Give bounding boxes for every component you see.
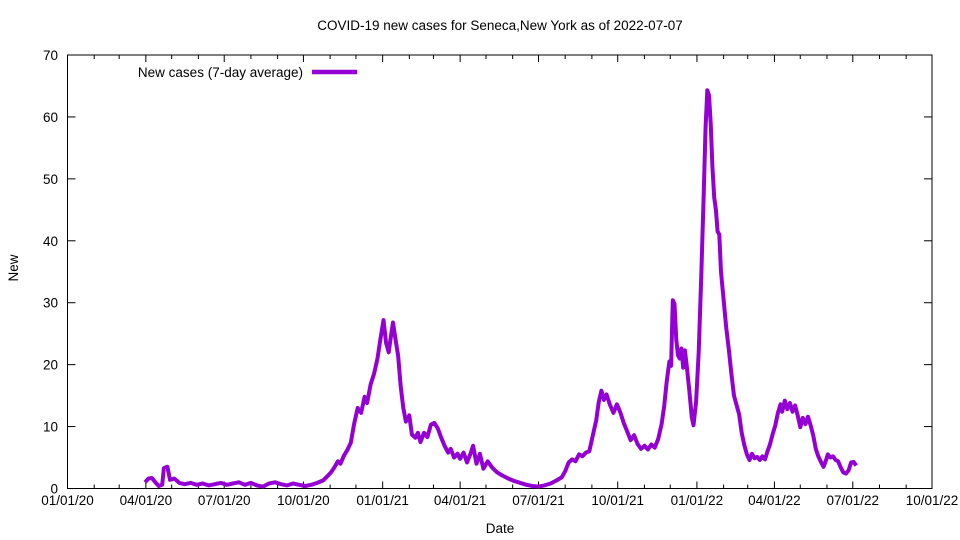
- svg-text:04/01/22: 04/01/22: [748, 493, 801, 508]
- svg-text:10: 10: [43, 420, 58, 435]
- svg-text:07/01/20: 07/01/20: [198, 493, 251, 508]
- y-axis-label: New: [6, 254, 21, 281]
- svg-text:10/01/20: 10/01/20: [277, 493, 330, 508]
- legend: New cases (7-day average): [138, 65, 357, 80]
- svg-text:07/01/22: 07/01/22: [827, 493, 880, 508]
- svg-text:04/01/20: 04/01/20: [120, 493, 173, 508]
- svg-text:50: 50: [43, 172, 58, 187]
- svg-text:40: 40: [43, 234, 58, 249]
- y-tick-labels: 0 10 20 30 40 50 60 70: [43, 48, 58, 497]
- x-tick-labels: 01/01/20 04/01/20 07/01/20 10/01/20 01/01/21…: [41, 493, 958, 508]
- svg-text:60: 60: [43, 110, 58, 125]
- svg-text:01/01/21: 01/01/21: [356, 493, 409, 508]
- svg-text:20: 20: [43, 358, 58, 373]
- svg-text:10/01/22: 10/01/22: [906, 493, 959, 508]
- new-cases-line: [143, 88, 858, 489]
- svg-text:0: 0: [50, 482, 58, 497]
- svg-text:01/01/20: 01/01/20: [41, 493, 94, 508]
- plot-border: [67, 54, 933, 489]
- svg-text:04/01/21: 04/01/21: [434, 493, 487, 508]
- svg-text:01/01/22: 01/01/22: [671, 493, 724, 508]
- svg-text:10/01/21: 10/01/21: [591, 493, 644, 508]
- x-axis-label: Date: [486, 521, 515, 536]
- y-ticks: [67, 54, 932, 489]
- svg-text:30: 30: [43, 296, 58, 311]
- svg-text:07/01/21: 07/01/21: [512, 493, 565, 508]
- chart-title: COVID-19 new cases for Seneca,New York a…: [317, 18, 682, 33]
- svg-text:70: 70: [43, 48, 58, 63]
- legend-label: New cases (7-day average): [138, 65, 303, 80]
